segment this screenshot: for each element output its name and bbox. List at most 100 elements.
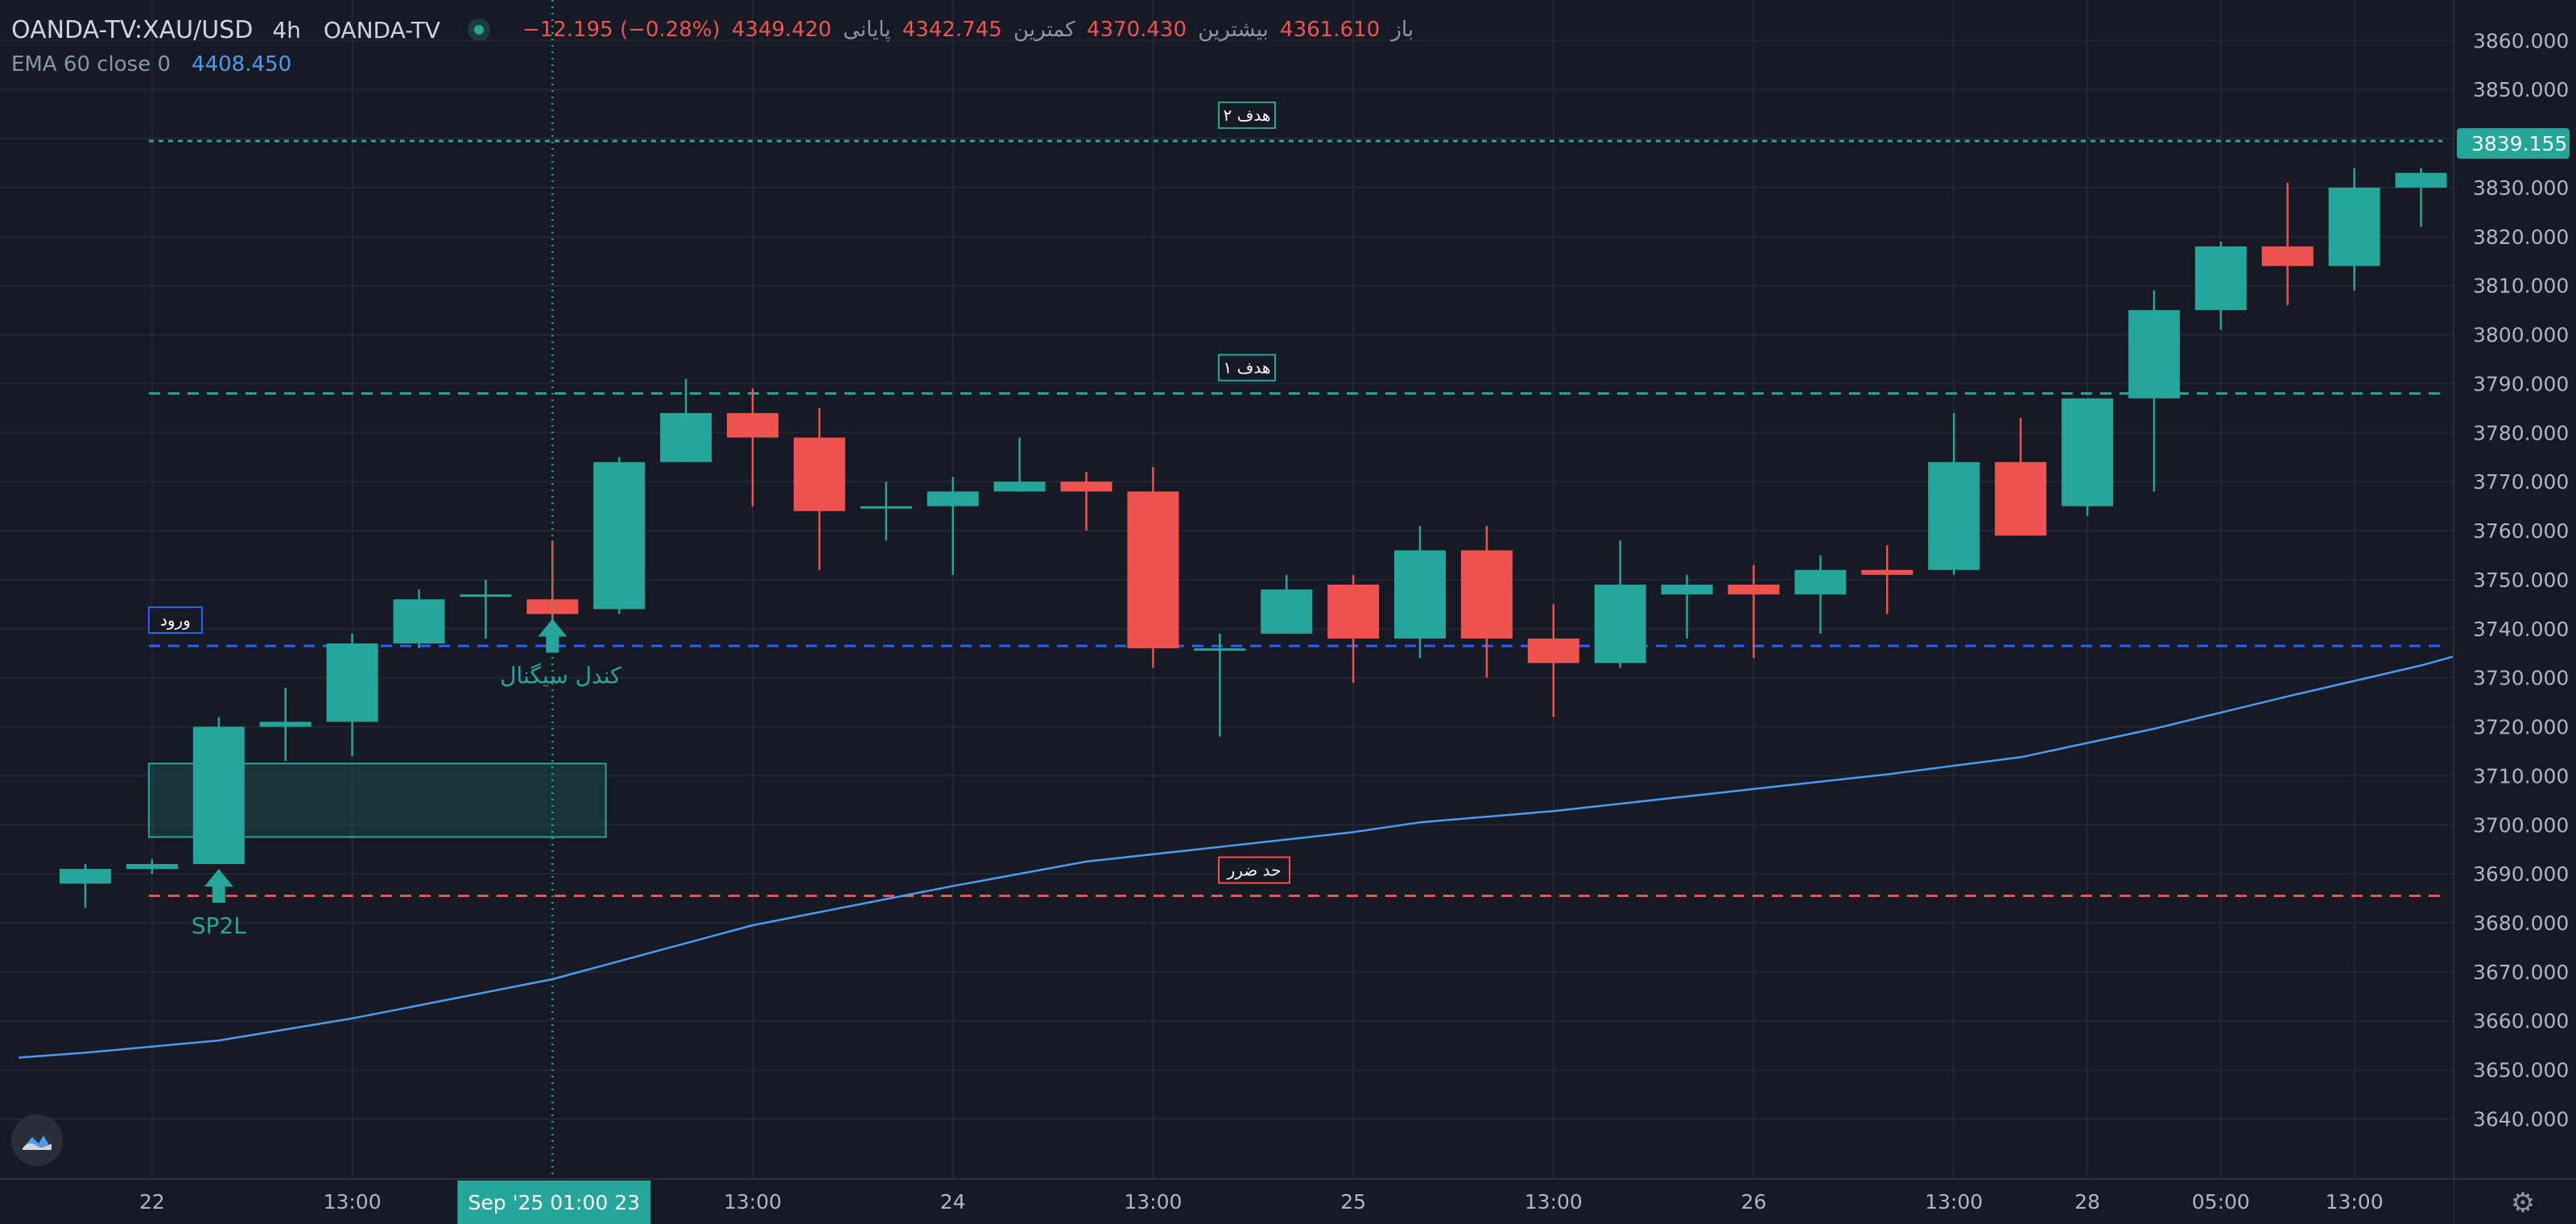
time-tick-label: 26 (1741, 1190, 1767, 1214)
candle-body (1928, 461, 1980, 570)
gear-icon[interactable]: ⚙ (2510, 1187, 2536, 1219)
candle[interactable] (2128, 290, 2180, 492)
candle-body (1861, 569, 1913, 575)
candle-body (1060, 482, 1113, 492)
candle-body (1661, 585, 1713, 595)
candle[interactable] (860, 482, 912, 541)
candle-body (2062, 398, 2113, 507)
ema-label: EMA 60 close 0 (11, 52, 171, 76)
candle-body (993, 482, 1046, 492)
candle[interactable] (192, 717, 245, 864)
candle[interactable] (1661, 574, 1713, 639)
candle-body (1127, 491, 1179, 649)
candle[interactable] (2261, 182, 2314, 306)
candle[interactable] (2395, 167, 2447, 227)
candle[interactable] (1261, 574, 1313, 634)
candle-body (1594, 585, 1646, 664)
candle-body (1261, 589, 1313, 634)
candle-body (593, 461, 646, 610)
arrow-up-icon (538, 618, 568, 653)
tradingview-cloud-icon[interactable] (11, 1114, 63, 1166)
time-tick-label: 13:00 (2326, 1190, 2384, 1214)
candle[interactable] (326, 633, 378, 757)
candle[interactable] (927, 477, 979, 575)
candle[interactable] (1194, 633, 1246, 737)
time-tick-label: 13:00 (1124, 1190, 1182, 1214)
candle[interactable] (2194, 241, 2247, 330)
time-axis: 22 13:00 13:00 24 13:00 25 13:00 26 13:00 28 05:00… (0, 1178, 2576, 1224)
candle-body (2194, 246, 2247, 311)
candle[interactable] (1060, 472, 1113, 531)
candle[interactable] (1594, 540, 1646, 668)
candle-body (460, 594, 512, 598)
price-tick-label: 3750.000 (2473, 569, 2569, 592)
last-price-label: 3839.155 (2471, 132, 2567, 155)
entry-label-box (147, 606, 203, 635)
candle[interactable] (1728, 564, 1780, 659)
price-tick-label: 3740.000 (2473, 618, 2569, 641)
candle[interactable] (460, 579, 512, 639)
candle[interactable] (1794, 555, 1847, 634)
target-2-label-box (1218, 101, 1276, 130)
price-tick-label: 3830.000 (2473, 176, 2569, 200)
crosshair-time-label: Sep '25 01:00 23 (469, 1191, 641, 1214)
candle[interactable] (2062, 398, 2113, 516)
candle-body (1995, 461, 2047, 536)
last-price-tag (2457, 128, 2570, 159)
price-tick-label: 3640.000 (2473, 1107, 2569, 1131)
legend-indicator-row[interactable]: EMA 60 close 0 4408.450 (11, 48, 1414, 81)
ema-value: 4408.450 (192, 52, 292, 76)
candle[interactable] (1327, 574, 1380, 683)
candle-body (1527, 638, 1579, 664)
price-tick-label: 3780.000 (2473, 421, 2569, 445)
candle[interactable] (660, 378, 712, 462)
candle[interactable] (259, 687, 312, 762)
timeframe-label[interactable]: 4h (272, 16, 301, 43)
candle[interactable] (993, 437, 1046, 492)
crosshair-time-tag: Sep '25 01:00 23 (457, 1181, 651, 1224)
ohlc-values: باز 4361.610 بیشترین 4370.430 کمترین 434… (511, 18, 1414, 42)
candle[interactable] (1460, 525, 1513, 678)
price-tick-label: 3770.000 (2473, 470, 2569, 494)
change-value: −12.195 (−0.28%) (522, 18, 720, 42)
time-tick-label: 05:00 (2192, 1190, 2250, 1214)
candle-body (393, 599, 445, 644)
candle[interactable] (1527, 604, 1579, 717)
candle[interactable] (727, 388, 778, 507)
sp2l-signal: SP2L (192, 868, 246, 939)
candle-body (326, 643, 378, 722)
candle[interactable] (393, 589, 445, 649)
candle[interactable] (126, 858, 178, 875)
low-label: کمترین (1013, 18, 1075, 42)
price-tick-label: 3690.000 (2473, 862, 2569, 886)
candle[interactable] (593, 457, 646, 614)
candle[interactable] (1995, 418, 2047, 536)
candle[interactable] (793, 407, 845, 570)
candle[interactable] (60, 863, 111, 908)
candle-body (192, 726, 245, 864)
candle[interactable] (1394, 525, 1446, 659)
candles (60, 134, 2514, 908)
candle-body (2395, 172, 2447, 188)
candle[interactable] (1127, 466, 1179, 668)
candle[interactable] (2328, 167, 2380, 291)
time-tick-label: 24 (940, 1190, 966, 1214)
time-tick-label: 13:00 (324, 1190, 382, 1214)
price-tick-label: 3710.000 (2473, 764, 2569, 788)
target-1-label-box (1218, 354, 1276, 382)
target-2-label: هدف ۲ (1224, 105, 1271, 125)
candle-body (60, 869, 111, 884)
time-tick-label: 28 (2074, 1190, 2100, 1214)
candle[interactable] (1861, 545, 1913, 614)
stop-loss-label-box (1218, 856, 1290, 884)
candle[interactable] (1928, 412, 1980, 575)
symbol-label[interactable]: OANDA-TV:XAU/USD (11, 15, 254, 44)
candle-body (1394, 550, 1446, 639)
level-lines: هدف ۲ هدف ۱ ورود حد ضرر (147, 101, 2442, 898)
high-value: 4370.430 (1086, 18, 1187, 42)
source-label: OANDA-TV (323, 16, 440, 43)
candle-body (660, 412, 712, 462)
price-tick-label: 3860.000 (2473, 29, 2569, 52)
candle-body (1194, 648, 1246, 651)
